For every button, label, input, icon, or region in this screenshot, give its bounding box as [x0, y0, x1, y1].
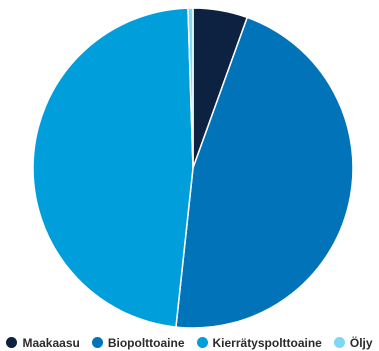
legend-item-oljy[interactable]: Öljy	[333, 335, 373, 350]
legend-item-maakaasu[interactable]: Maakaasu	[6, 335, 80, 350]
legend-item-kierratyspolttoaine[interactable]: Kierrätyspolttoaine	[196, 335, 322, 350]
legend-swatch-maakaasu	[6, 337, 18, 348]
legend-label-biopolttoaine: Biopolttoaine	[107, 335, 185, 350]
legend-swatch-kierratyspolttoaine	[196, 337, 208, 348]
legend-label-kierratyspolttoaine: Kierrätyspolttoaine	[212, 335, 322, 350]
legend-swatch-oljy	[333, 337, 345, 348]
pie-slice-kierratyspolttoaine[interactable]	[32, 7, 194, 328]
legend: Maakaasu Biopolttoaine Kierrätyspolttoai…	[0, 334, 379, 351]
legend-swatch-biopolttoaine	[91, 337, 103, 348]
pie-chart	[32, 7, 354, 329]
pie-slice-oljy[interactable]	[187, 7, 194, 169]
legend-label-oljy: Öljy	[349, 335, 373, 350]
pie-slice-biopolttoaine[interactable]	[175, 16, 354, 329]
legend-label-maakaasu: Maakaasu	[22, 335, 80, 350]
legend-item-biopolttoaine[interactable]: Biopolttoaine	[91, 335, 185, 350]
